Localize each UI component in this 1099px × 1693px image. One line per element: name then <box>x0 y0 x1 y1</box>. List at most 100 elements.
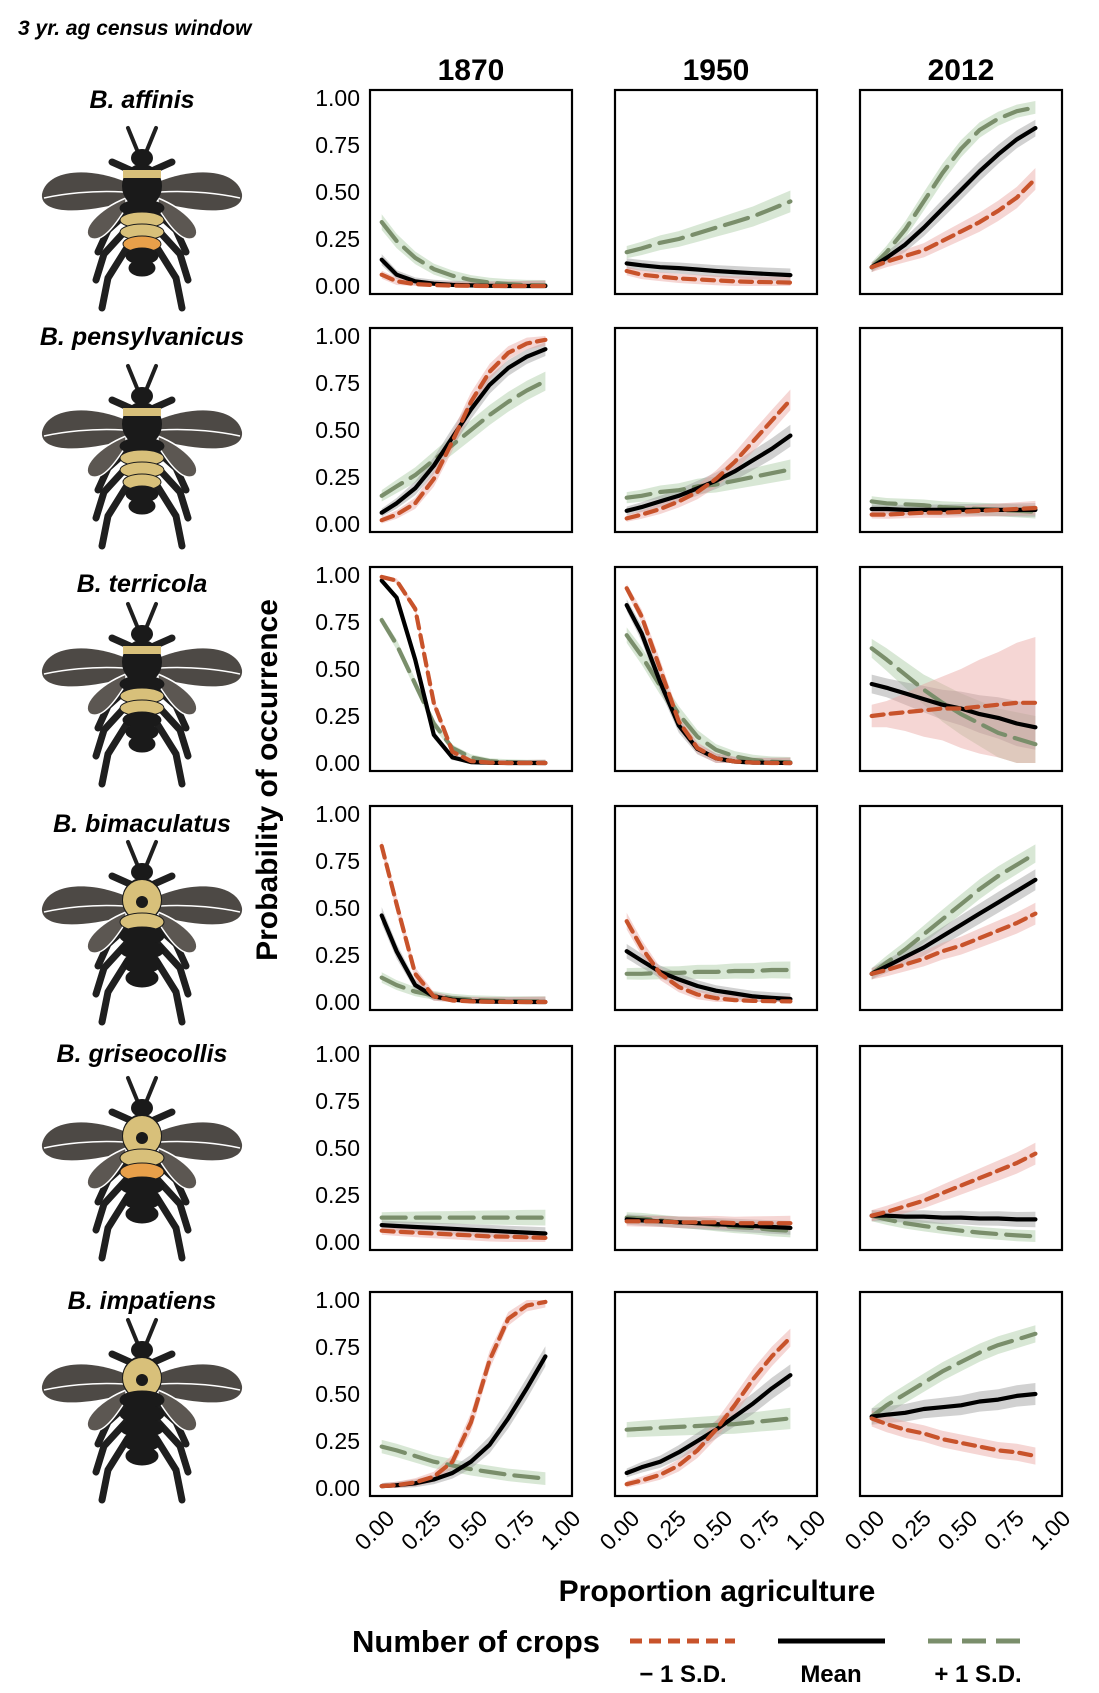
band-plus <box>626 190 791 259</box>
y-tick-label: 0.25 <box>315 464 360 490</box>
series-line-minus <box>379 337 548 523</box>
series-line-plus <box>624 1416 793 1432</box>
panel-frame <box>368 326 574 534</box>
species-label-b-pensylvanicus: B. pensylvanicus <box>40 323 244 351</box>
x-tick-label: 0.75 <box>734 1505 784 1555</box>
series-line-mean <box>869 1213 1038 1222</box>
series-line-plus <box>869 105 1038 270</box>
panel-b-impatiens-1870: 0.000.250.500.751.000.000.250.500.751.00 <box>315 1287 585 1555</box>
series-line-mean <box>624 949 793 1002</box>
y-tick-label: 1.00 <box>315 801 360 827</box>
series-line-minus <box>379 272 548 289</box>
bee-illustration-b-bimaculatus <box>42 842 242 1022</box>
series-line-minus <box>624 268 793 285</box>
series-line-minus <box>869 176 1038 270</box>
panel-frame <box>613 88 819 296</box>
series-line-plus <box>379 379 548 498</box>
band-minus <box>381 840 546 1002</box>
series-line-mean <box>624 1373 793 1476</box>
band-mean <box>381 254 546 286</box>
bee-illustration-b-affinis <box>42 128 242 308</box>
y-tick-label: 0.75 <box>315 132 360 158</box>
species-label-b-impatiens: B. impatiens <box>68 1287 217 1315</box>
bee-illustration-b-pensylvanicus <box>42 366 242 546</box>
panel-b-terricola-1950 <box>613 565 819 773</box>
panel-frame <box>858 804 1064 1012</box>
y-axis-title: Probability of occurrence <box>251 599 284 961</box>
series-line-minus <box>869 700 1038 719</box>
legend: Number of crops − 1 S.D. Mean + 1 S.D. <box>352 1624 1025 1688</box>
series-line-mean <box>379 1223 548 1236</box>
bee-illustration-b-griseocollis <box>42 1078 242 1258</box>
x-tick-label: 0.50 <box>442 1505 492 1555</box>
y-tick-label: 0.75 <box>315 370 360 396</box>
band-minus <box>626 583 791 763</box>
series-line-minus <box>869 505 1038 517</box>
y-tick-label: 1.00 <box>315 323 360 349</box>
y-tick-label: 0.00 <box>315 750 360 776</box>
series-line-minus <box>869 911 1038 976</box>
panel-b-pensylvanicus-2012 <box>858 326 1064 534</box>
band-minus <box>626 912 791 1002</box>
y-tick-label: 0.25 <box>315 1182 360 1208</box>
panel-b-impatiens-1950: 0.000.250.500.751.00 <box>594 1290 830 1555</box>
y-tick-label: 0.00 <box>315 273 360 299</box>
band-minus <box>871 1142 1036 1222</box>
column-header-2012: 2012 <box>928 54 995 87</box>
panel-b-terricola-2012 <box>858 565 1064 773</box>
legend-label-minus: − 1 S.D. <box>639 1661 726 1688</box>
panel-b-impatiens-2012: 0.000.250.500.751.00 <box>839 1290 1075 1555</box>
series-line-minus <box>379 1228 548 1240</box>
census-window-label: 3 yr. ag census window <box>18 17 253 40</box>
series-line-minus <box>624 919 793 1004</box>
panel-b-pensylvanicus-1950 <box>613 326 819 534</box>
series-line-plus <box>624 967 793 976</box>
panel-frame <box>613 1290 819 1498</box>
panel-frame <box>613 1044 819 1252</box>
panel-frame <box>613 804 819 1012</box>
panel-frame <box>858 565 1064 773</box>
panel-frame <box>368 565 574 773</box>
panel-b-affinis-1950 <box>613 88 819 296</box>
band-minus <box>626 1328 791 1488</box>
x-tick-label: 0.00 <box>839 1505 889 1555</box>
panel-b-bimaculatus-1950 <box>613 804 819 1012</box>
column-headers: 1870 1950 2012 <box>438 54 995 87</box>
series-line-plus <box>379 618 548 766</box>
y-tick-label: 0.50 <box>315 895 360 921</box>
panel-b-affinis-1870: 0.00 0.25 0.50 0.75 1.00 <box>315 85 574 299</box>
x-tick-label: 0.25 <box>886 1505 936 1555</box>
y-tick-label: 0.75 <box>315 609 360 635</box>
y-tick-label: 0.00 <box>315 989 360 1015</box>
y-tick-label: 0.00 <box>315 511 360 537</box>
panel-b-bimaculatus-2012 <box>858 804 1064 1012</box>
y-tick-label: 0.00 <box>315 1475 360 1501</box>
y-tick-label: 0.25 <box>315 1428 360 1454</box>
panel-b-affinis-2012 <box>858 88 1064 296</box>
column-header-1870: 1870 <box>438 54 505 87</box>
y-tick-label: 1.00 <box>315 1287 360 1313</box>
y-tick-label: 0.50 <box>315 656 360 682</box>
y-tick-label: 0.00 <box>315 1229 360 1255</box>
panel-b-pensylvanicus-1870: 0.00 0.25 0.50 0.75 1.00 <box>315 323 574 537</box>
y-tick-label: 0.50 <box>315 417 360 443</box>
y-tick-label: 1.00 <box>315 1041 360 1067</box>
legend-title: Number of crops <box>352 1624 600 1659</box>
panel-b-terricola-1870: 0.00 0.25 0.50 0.75 1.00 <box>315 562 574 776</box>
species-label-b-bimaculatus: B. bimaculatus <box>53 810 231 838</box>
x-tick-label: 0.75 <box>489 1505 539 1555</box>
y-tick-label: 0.25 <box>315 942 360 968</box>
series-line-mean <box>379 1354 548 1489</box>
panel-frame <box>613 565 819 773</box>
y-tick-label: 0.50 <box>315 179 360 205</box>
panels: 0.000.250.500.751.000.000.250.500.751.00… <box>315 85 1075 1555</box>
x-tick-label: 0.50 <box>687 1505 737 1555</box>
band-mean <box>381 578 546 763</box>
column-header-1950: 1950 <box>683 54 750 87</box>
x-tick-label: 0.25 <box>641 1505 691 1555</box>
bee-illustration-b-impatiens <box>42 1320 242 1500</box>
panel-frame <box>368 804 574 1012</box>
band-plus <box>871 1325 1036 1425</box>
series-line-mean <box>379 578 548 766</box>
